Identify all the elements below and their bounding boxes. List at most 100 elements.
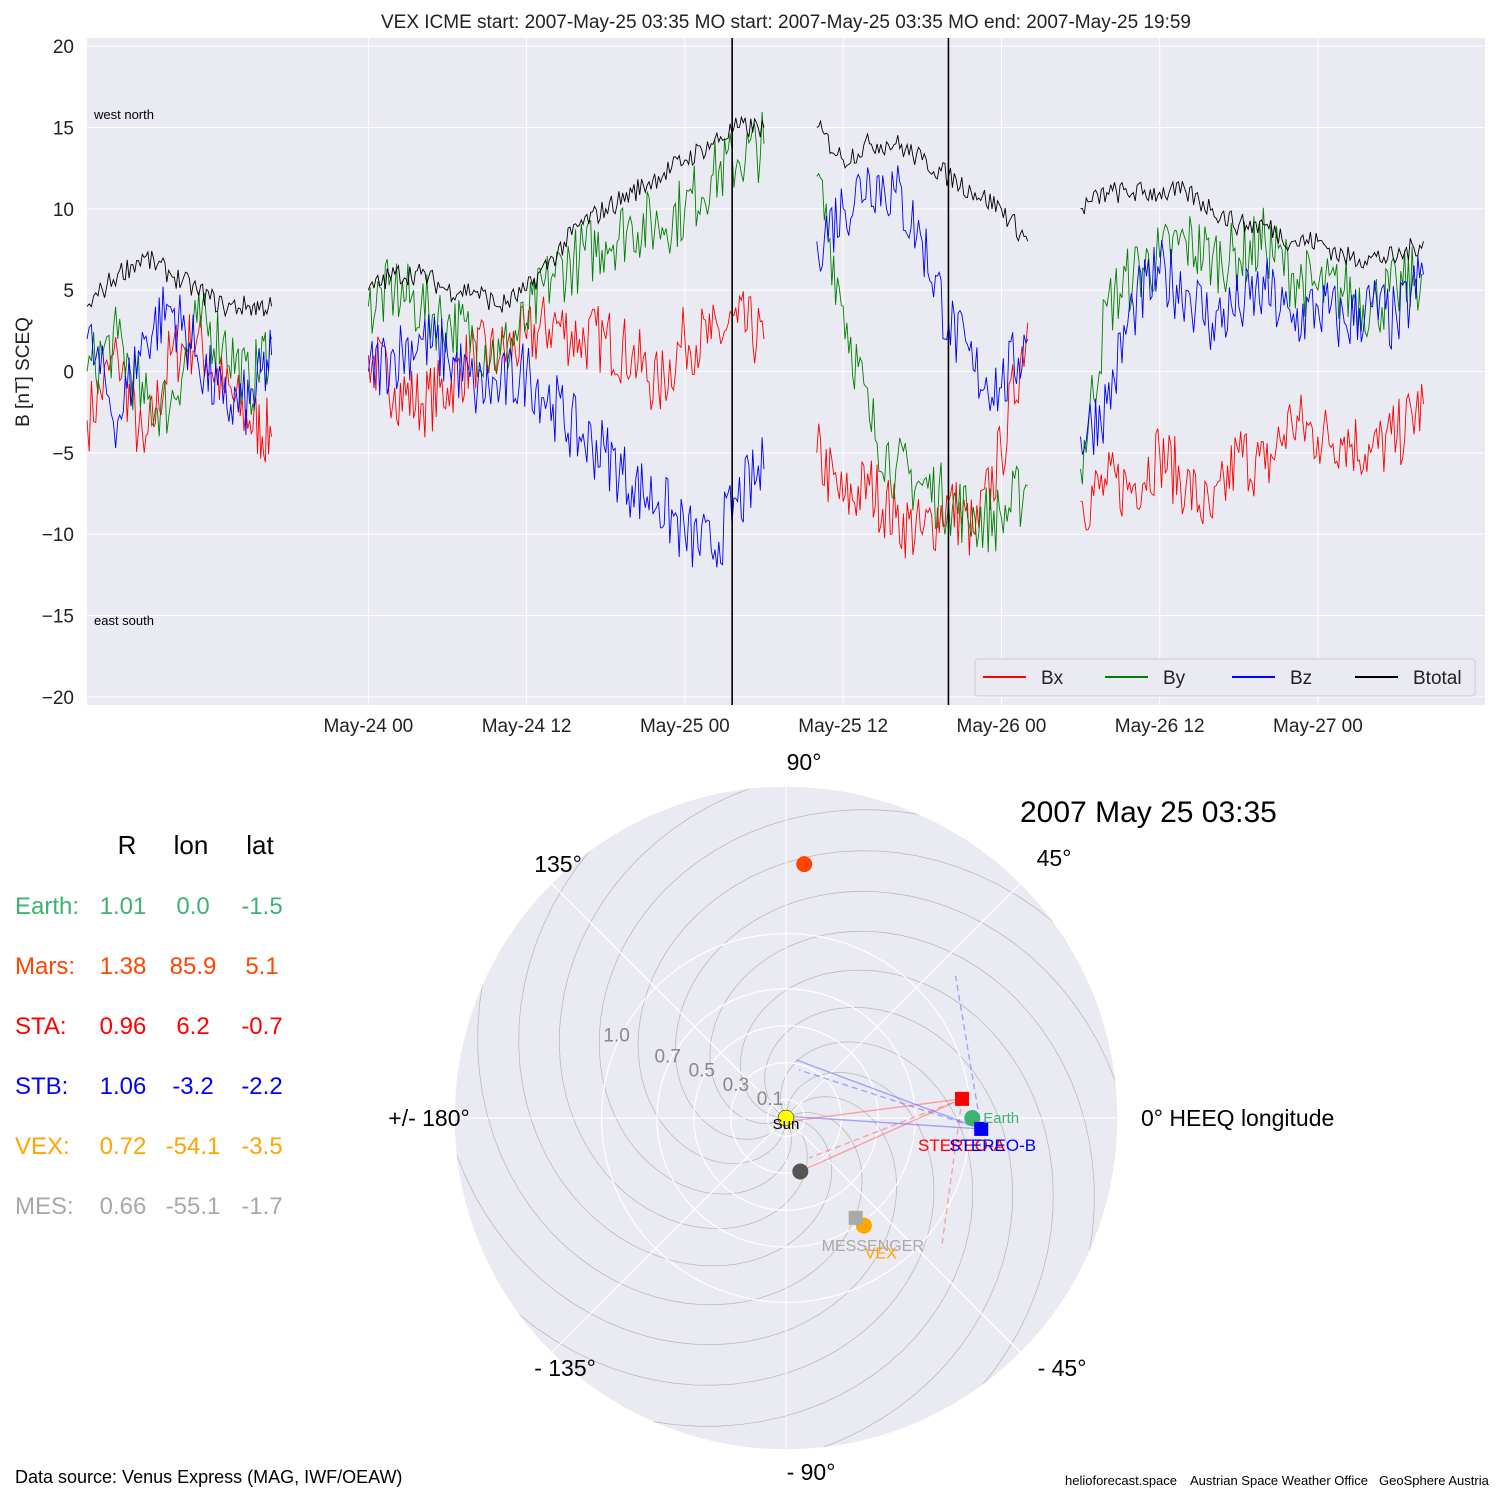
r-tick-label: 0.5: [689, 1061, 715, 1082]
table-cell-r: 1.38: [99, 953, 147, 980]
r-tick-label: 1.0: [603, 1025, 629, 1046]
y-tick-label: 10: [53, 200, 74, 221]
x-tick-label: May-24 00: [323, 716, 413, 737]
stereo-b-marker: [974, 1121, 989, 1136]
angle-label: 135°: [534, 851, 582, 877]
x-tick-label: May-24 12: [482, 716, 572, 737]
sta-connection: [940, 1098, 963, 1249]
annotation-east-south: east south: [94, 613, 154, 628]
table-cell-lon: 0.0: [176, 893, 210, 920]
polar-date-title: 2007 May 25 03:35: [1020, 796, 1277, 829]
y-tick-label: 15: [53, 118, 74, 139]
angle-label: 45°: [1037, 845, 1072, 871]
legend-label-Bz: Bz: [1290, 668, 1312, 689]
y-tick-label: −5: [52, 444, 74, 465]
table-cell-lat: -1.7: [241, 1193, 283, 1220]
table-cell-lat: -2.2: [241, 1073, 283, 1100]
timeseries-chart: −20 −15 −10 −5 0 5 10 15 20 May-24 00 May-24 12 May…: [13, 12, 1485, 737]
table-cell-lat: -0.7: [241, 1013, 283, 1040]
vex-label: VEX: [865, 1246, 897, 1263]
credit-geosphere: GeoSphere Austria: [1379, 1473, 1489, 1488]
messenger-label: MESSENGER: [822, 1238, 924, 1255]
series-line-Btotal: [86, 115, 1424, 318]
stb-connection: [796, 1059, 982, 1130]
legend-box: [974, 658, 1476, 697]
sun-marker: [777, 1109, 795, 1127]
table-cell-lon: 6.2: [176, 1013, 210, 1040]
angle-label: - 135°: [534, 1355, 596, 1381]
table-row-name: Earth:: [15, 893, 80, 920]
table-cell-lon: 85.9: [169, 953, 217, 980]
table-cell-lon: -55.1: [165, 1193, 221, 1220]
series-line-Bz: [86, 165, 1424, 568]
table-cell-r: 0.72: [99, 1133, 147, 1160]
legend: Bx By Bz Btotal: [974, 658, 1476, 697]
r-tick-label: 0.1: [757, 1089, 783, 1110]
legend-label-Bx: Bx: [1041, 668, 1064, 689]
y-tick-label: 0: [63, 363, 74, 384]
polar-plot: 0.1 0.3 0.5 0.7 1.0 0° HEEQ longitude 45° 90° 13…: [388, 749, 1334, 1485]
earth-label: Earth: [983, 1110, 1019, 1127]
y-tick-label: 20: [53, 37, 74, 58]
y-tick-label: −20: [42, 688, 74, 709]
series-line-By: [86, 111, 1424, 553]
x-tick-label: May-25 12: [798, 716, 888, 737]
x-tick-label: May-25 00: [640, 716, 730, 737]
angle-label: - 90°: [787, 1459, 836, 1485]
table-header-lat: lat: [246, 830, 274, 860]
table-cell-lat: -3.5: [241, 1133, 283, 1160]
angle-label: - 45°: [1038, 1355, 1087, 1381]
credit-helioforecast: helioforecast.space: [1065, 1473, 1178, 1488]
stereo-a-marker: [955, 1091, 970, 1106]
table-cell-r: 0.66: [99, 1193, 147, 1220]
theta-gridline: [550, 1117, 787, 1354]
y-tick-label: 5: [63, 281, 74, 302]
y-axis-label: B [nT] SCEQ: [13, 317, 34, 427]
theta-gridline: [550, 882, 787, 1119]
table-row-name: STB:: [15, 1073, 69, 1100]
table-cell-r: 0.96: [99, 1013, 147, 1040]
table-header-lon: lon: [173, 830, 209, 860]
stb-connection: [785, 1115, 982, 1130]
legend-label-Btotal: Btotal: [1413, 668, 1462, 689]
angle-label: 90°: [787, 749, 822, 775]
connection-lines: [785, 975, 982, 1249]
x-tick-label: May-26 12: [1115, 716, 1205, 737]
table-row-name: MES:: [15, 1193, 74, 1220]
r-tick-label: 0.3: [723, 1075, 749, 1096]
table-row-name: Mars:: [15, 953, 75, 980]
stereo-b-label: STEREO-B: [949, 1136, 1036, 1155]
table-row-name: VEX:: [15, 1133, 70, 1160]
series-line-Bx: [86, 291, 1424, 559]
angle-label: +/- 180°: [388, 1105, 469, 1131]
table-cell-lon: -54.1: [165, 1133, 221, 1160]
y-tick-label: −15: [42, 607, 74, 628]
stereo-a-label: STEREO-A: [918, 1136, 1006, 1155]
timeseries-title: VEX ICME start: 2007-May-25 03:35 MO sta…: [381, 12, 1191, 33]
table-cell-lat: 5.1: [245, 953, 279, 980]
table-cell-r: 1.06: [99, 1073, 147, 1100]
mercury-marker: [792, 1163, 809, 1180]
table-row-name: STA:: [15, 1013, 67, 1040]
stb-connection: [954, 975, 982, 1130]
theta-gridline: [785, 1117, 1022, 1354]
x-tick-label: May-26 00: [957, 716, 1047, 737]
polar-edge: [453, 785, 1119, 1451]
data-source-label: Data source: Venus Express (MAG, IWF/OEA…: [15, 1467, 403, 1487]
legend-label-By: By: [1163, 668, 1186, 689]
x-tick-label: May-27 00: [1273, 716, 1363, 737]
sun-label: Sun: [773, 1116, 800, 1133]
mars-marker: [796, 856, 813, 873]
angle-label: 0° HEEQ longitude: [1141, 1105, 1334, 1131]
table-cell-r: 1.01: [99, 893, 147, 920]
messenger-marker: [848, 1210, 863, 1225]
table-cell-lat: -1.5: [241, 893, 283, 920]
table-header-R: R: [117, 830, 137, 860]
annotation-west-north: west north: [93, 107, 154, 122]
stb-connection: [798, 1069, 982, 1130]
table-cell-lon: -3.2: [172, 1073, 214, 1100]
y-tick-label: −10: [42, 525, 74, 546]
credit-asworg: Austrian Space Weather Office: [1190, 1473, 1369, 1488]
sta-connection: [808, 1098, 963, 1159]
